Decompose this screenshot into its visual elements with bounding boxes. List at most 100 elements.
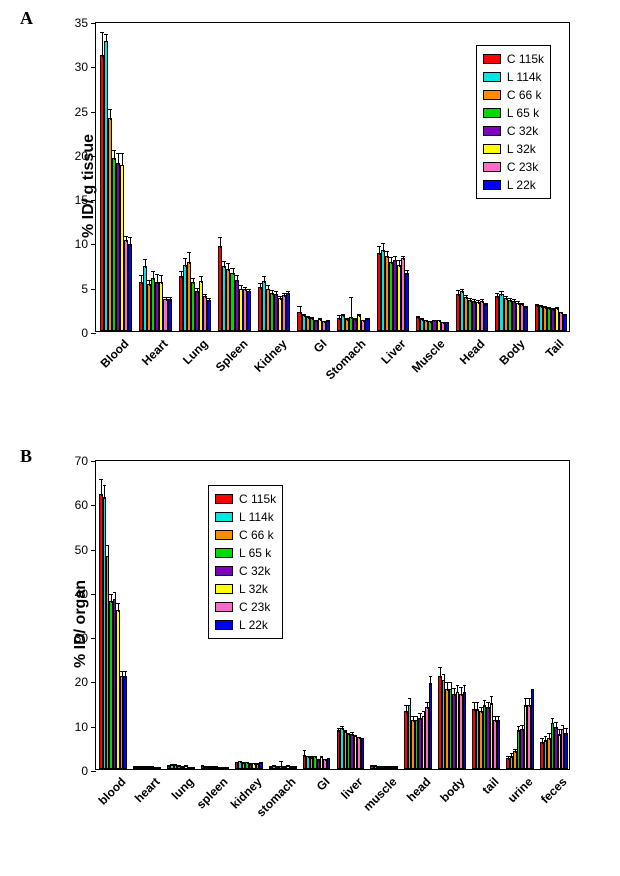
legend-label: C 32k xyxy=(507,124,538,138)
legend-swatch xyxy=(215,602,233,612)
legend-swatch xyxy=(483,72,501,82)
bar xyxy=(563,314,567,331)
x-tick-label: muscle xyxy=(361,775,400,814)
legend-swatch xyxy=(215,530,233,540)
y-tick-label: 0 xyxy=(81,764,88,778)
legend: C 115k L 114k C 66 k L 65 k C 32k L 32k C 23k L… xyxy=(476,45,551,199)
y-axis-label: % ID/ g tissue xyxy=(80,134,98,238)
x-tick-label: liver xyxy=(339,775,366,802)
chart-frame: 05101520253035BloodHeartLungSpleenKidney… xyxy=(95,22,570,332)
bar xyxy=(286,293,290,331)
legend-label: L 65 k xyxy=(239,546,271,560)
x-tick-label: Blood xyxy=(97,337,131,371)
legend-swatch xyxy=(215,548,233,558)
legend-swatch xyxy=(483,162,501,172)
legend-swatch xyxy=(215,620,233,630)
bar xyxy=(564,733,567,769)
bar xyxy=(361,738,364,769)
x-tick-label: blood xyxy=(96,775,129,808)
x-tick-label: Spleen xyxy=(212,337,250,375)
bar xyxy=(405,273,409,331)
panel-label: A xyxy=(20,8,33,29)
bar xyxy=(463,692,466,770)
x-tick-label: Head xyxy=(457,337,488,368)
y-tick-label: 50 xyxy=(75,543,88,557)
legend-label: L 32k xyxy=(507,142,536,156)
y-tick-label: 25 xyxy=(75,105,88,119)
legend-swatch xyxy=(215,512,233,522)
legend-row: C 66 k xyxy=(215,526,276,544)
x-tick-label: body xyxy=(438,775,468,805)
legend-label: C 23k xyxy=(507,160,538,174)
legend-row: C 23k xyxy=(215,598,276,616)
legend-row: C 66 k xyxy=(483,86,544,104)
legend: C 115k L 114k C 66 k L 65 k C 32k L 32k C 23k L… xyxy=(208,485,283,639)
legend-label: L 22k xyxy=(239,618,268,632)
x-tick-label: Kidney xyxy=(251,337,289,375)
bar xyxy=(168,299,172,331)
x-tick-label: Body xyxy=(496,337,527,368)
legend-swatch xyxy=(215,584,233,594)
legend-row: L 32k xyxy=(483,140,544,158)
y-tick-label: 60 xyxy=(75,498,88,512)
bar xyxy=(247,291,251,331)
legend-swatch xyxy=(483,90,501,100)
x-tick-label: GI xyxy=(310,337,329,356)
legend-swatch xyxy=(483,126,501,136)
legend-label: C 115k xyxy=(507,52,544,66)
legend-row: C 32k xyxy=(483,122,544,140)
y-tick-label: 10 xyxy=(75,720,88,734)
legend-label: C 66 k xyxy=(239,528,274,542)
legend-row: C 115k xyxy=(215,490,276,508)
y-tick-label: 70 xyxy=(75,454,88,468)
y-axis-label: % ID/ organ xyxy=(72,580,90,668)
bar xyxy=(123,676,126,769)
legend-row: L 22k xyxy=(483,176,544,194)
legend-row: L 114k xyxy=(483,68,544,86)
legend-row: L 22k xyxy=(215,616,276,634)
legend-row: L 65 k xyxy=(215,544,276,562)
legend-row: L 32k xyxy=(215,580,276,598)
legend-row: L 114k xyxy=(215,508,276,526)
bar xyxy=(429,683,432,769)
legend-label: C 115k xyxy=(239,492,276,506)
legend-swatch xyxy=(215,494,233,504)
x-tick-label: Muscle xyxy=(409,337,448,376)
y-tick-label: 20 xyxy=(75,675,88,689)
legend-label: C 32k xyxy=(239,564,270,578)
legend-swatch xyxy=(483,144,501,154)
legend-swatch xyxy=(215,566,233,576)
bar xyxy=(128,244,132,331)
legend-row: L 65 k xyxy=(483,104,544,122)
bar xyxy=(484,304,488,331)
x-tick-label: heart xyxy=(132,775,163,806)
x-tick-label: head xyxy=(404,775,434,805)
bar xyxy=(207,300,211,331)
x-tick-label: GI xyxy=(313,775,332,794)
legend-swatch xyxy=(483,108,501,118)
x-tick-label: Lung xyxy=(180,337,211,368)
bar xyxy=(524,307,528,331)
legend-label: L 32k xyxy=(239,582,268,596)
x-tick-label: Tail xyxy=(543,337,567,361)
y-tick-label: 10 xyxy=(75,237,88,251)
x-tick-label: feces xyxy=(538,775,570,807)
legend-row: C 23k xyxy=(483,158,544,176)
x-tick-label: Stomach xyxy=(323,337,369,383)
chart-frame: 010203040506070bloodheartlungspleenkidne… xyxy=(95,460,570,770)
legend-label: L 114k xyxy=(507,70,542,84)
y-tick-label: 30 xyxy=(75,60,88,74)
legend-swatch xyxy=(483,180,501,190)
x-tick-label: spleen xyxy=(194,775,231,812)
legend-row: C 115k xyxy=(483,50,544,68)
legend-label: L 22k xyxy=(507,178,536,192)
y-tick-label: 0 xyxy=(81,326,88,340)
panel-label: B xyxy=(20,446,32,467)
legend-swatch xyxy=(483,54,501,64)
x-tick-label: tail xyxy=(480,775,502,797)
bar xyxy=(531,689,534,769)
x-tick-label: lung xyxy=(169,775,197,803)
y-tick-label: 5 xyxy=(81,282,88,296)
legend-label: L 114k xyxy=(239,510,274,524)
legend-label: L 65 k xyxy=(507,106,539,120)
